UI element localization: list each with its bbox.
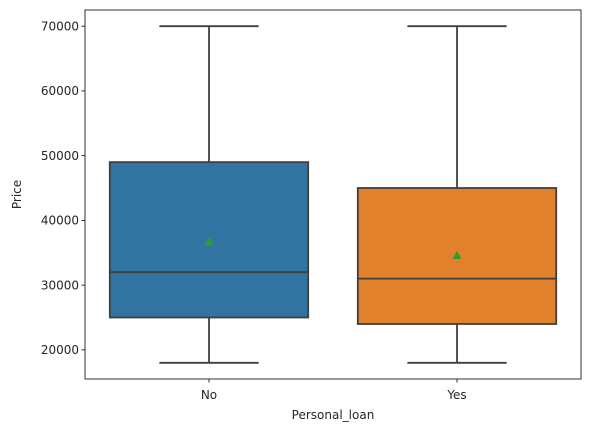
plot-frame [84, 9, 582, 380]
y-tick-label: 50000 [41, 149, 79, 163]
y-tick-label: 30000 [41, 278, 79, 292]
mean-marker [452, 250, 462, 259]
box-yes [356, 25, 558, 364]
y-axis-label: Price [10, 180, 24, 209]
x-axis-ticks: No Yes [201, 379, 467, 402]
y-tick-label: 70000 [41, 19, 79, 33]
y-tick-label: 60000 [41, 84, 79, 98]
y-axis-ticks: 20000 30000 40000 50000 60000 70000 [41, 19, 85, 357]
boxes-layer [108, 25, 558, 364]
x-axis-label: Personal_loan [292, 408, 375, 422]
box-no [108, 25, 310, 364]
x-tick-label: Yes [446, 388, 466, 402]
y-tick-label: 20000 [41, 343, 79, 357]
x-tick-label: No [201, 388, 217, 402]
y-tick-label: 40000 [41, 214, 79, 228]
mean-marker [204, 237, 214, 246]
